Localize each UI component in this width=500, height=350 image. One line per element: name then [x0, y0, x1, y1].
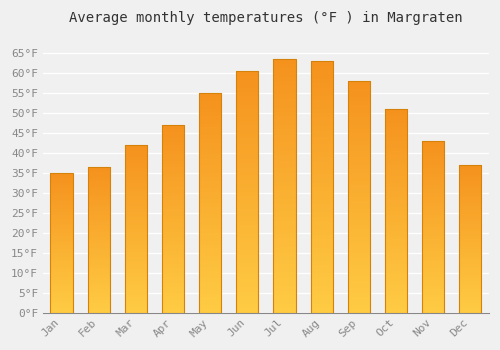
Bar — [348, 81, 370, 313]
Bar — [50, 173, 72, 313]
Title: Average monthly temperatures (°F ) in Margraten: Average monthly temperatures (°F ) in Ma… — [69, 11, 462, 25]
Bar — [274, 59, 295, 313]
Bar — [124, 145, 147, 313]
Bar — [385, 109, 407, 313]
Bar — [88, 167, 110, 313]
Bar — [236, 71, 258, 313]
Bar — [199, 93, 222, 313]
Bar — [310, 61, 333, 313]
Bar — [422, 141, 444, 313]
Bar — [162, 125, 184, 313]
Bar — [459, 165, 481, 313]
